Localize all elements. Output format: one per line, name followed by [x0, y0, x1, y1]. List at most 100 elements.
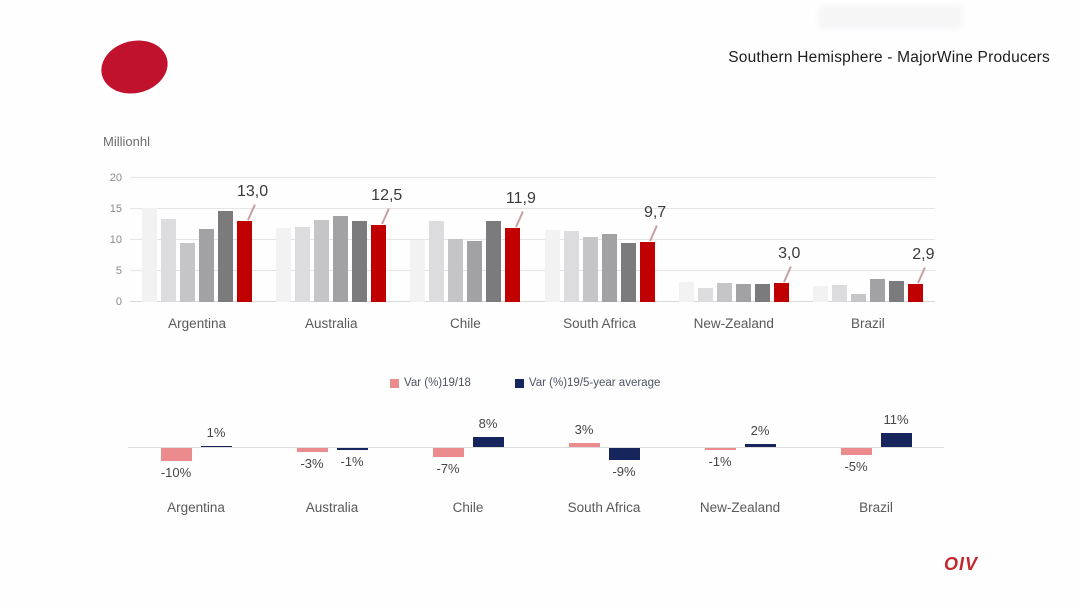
- category-label: Australia: [305, 500, 359, 515]
- bar: [505, 228, 521, 302]
- bar: [869, 279, 885, 302]
- red-bar-value-label: 2,9: [912, 246, 935, 264]
- category-label: New-Zealand: [693, 316, 774, 331]
- legend-label-var-19-5yr: Var (%)19/5-year average: [528, 377, 661, 389]
- y-axis-tick-label: 20: [109, 172, 122, 184]
- bar: [544, 230, 560, 302]
- legend-label-var-19-18: Var (%)19/18: [404, 377, 471, 389]
- bar: [716, 283, 732, 302]
- bar: [754, 284, 770, 302]
- variation-value-label: 8%: [478, 415, 498, 431]
- bar: [486, 220, 502, 302]
- variation-bar: [880, 432, 912, 447]
- bar: [678, 282, 694, 302]
- bar: [639, 241, 655, 302]
- variation-bar: [608, 448, 640, 460]
- variation-bar: [744, 444, 776, 447]
- category-label: Argentina: [167, 500, 225, 515]
- bar: [180, 243, 196, 302]
- y-axis-tick-label: 5: [115, 265, 122, 277]
- bar: [429, 220, 445, 302]
- bar: [467, 241, 483, 302]
- variation-value-label: 11%: [883, 411, 909, 427]
- variation-bar: [840, 448, 872, 455]
- gridline: [130, 239, 935, 240]
- slide-title: Southern Hemisphere - MajorWine Producer…: [728, 49, 1050, 66]
- variation-bar: [432, 448, 464, 458]
- variation-bar: [472, 436, 504, 447]
- category-label: Chile: [450, 316, 481, 331]
- variation-value-label: -9%: [612, 463, 636, 479]
- bar: [333, 215, 349, 302]
- variation-bar: [200, 445, 232, 447]
- bar: [850, 293, 866, 302]
- category-label: Argentina: [168, 316, 226, 331]
- category-label: Brazil: [851, 316, 885, 331]
- bar: [831, 285, 847, 302]
- zero-axis-line: [128, 447, 944, 448]
- red-bar-value-label: 12,5: [371, 186, 403, 204]
- category-label: Chile: [452, 500, 484, 515]
- callout-leader-line: [246, 204, 255, 221]
- variation-value-label: -3%: [300, 455, 324, 471]
- bar: [276, 228, 292, 302]
- gridline: [130, 270, 935, 271]
- gridline: [130, 177, 935, 178]
- oiv-footer-logo: OIV: [944, 554, 979, 574]
- bar: [199, 228, 215, 302]
- bar: [582, 236, 598, 302]
- bar: [735, 284, 751, 302]
- bar: [142, 207, 158, 302]
- variation-chart-legend: Var (%)19/18 Var (%)19/5-year average: [390, 377, 660, 389]
- variation-value-label: 2%: [750, 423, 770, 439]
- bar: [295, 226, 311, 302]
- bar: [371, 224, 387, 302]
- bar: [697, 287, 713, 302]
- red-bar-value-label: 9,7: [643, 203, 667, 221]
- variation-bar: [296, 448, 328, 452]
- y-axis-tick-label: 15: [109, 203, 122, 215]
- variation-bar: [160, 448, 192, 461]
- variation-value-label: -1%: [340, 453, 364, 469]
- watermark: [818, 5, 963, 29]
- bar: [888, 280, 904, 302]
- variation-value-label: -10%: [160, 465, 192, 480]
- legend-item-var-19-18: Var (%)19/18: [390, 377, 471, 389]
- category-label: Australia: [304, 316, 358, 331]
- bar: [601, 233, 617, 302]
- y-axis-tick-label: 10: [109, 234, 122, 246]
- variation-bar: [336, 448, 368, 450]
- variation-value-label: -1%: [708, 453, 732, 469]
- category-label: South Africa: [567, 500, 641, 515]
- bar: [410, 240, 426, 302]
- variation-value-label: -5%: [844, 458, 868, 474]
- variation-bar: [568, 443, 600, 447]
- legend-item-var-19-5yr: Var (%)19/5-year average: [514, 377, 661, 389]
- y-axis-tick-label: 0: [115, 296, 122, 308]
- production-bar-chart: 20 15 10 5 0 13,0 Argentina 12,5 Australia 11,9 Ch…: [110, 172, 935, 331]
- gridline: [130, 301, 935, 302]
- variation-value-label: -7%: [436, 461, 460, 477]
- bar: [563, 230, 579, 302]
- callout-leader-line: [380, 207, 390, 224]
- y-axis-unit-label: Millionhl: [103, 134, 150, 149]
- category-label: South Africa: [563, 316, 636, 331]
- bar: [352, 220, 368, 302]
- oiv-red-ellipse-logo: [95, 33, 174, 101]
- bar: [620, 243, 636, 302]
- variation-value-label: 1%: [206, 424, 226, 440]
- red-bar-value-label: 13,0: [237, 183, 269, 201]
- red-bar-value-label: 11,9: [505, 190, 536, 208]
- bar: [907, 284, 923, 302]
- red-bar-value-label: 3,0: [778, 245, 801, 263]
- variation-bar: [704, 448, 736, 450]
- pink-legend-swatch-icon: [390, 378, 399, 388]
- bar: [218, 211, 234, 302]
- callout-leader-line: [783, 266, 792, 283]
- variation-value-label: 3%: [574, 422, 594, 438]
- category-label: Brazil: [859, 500, 893, 515]
- gridline: [130, 208, 935, 209]
- navy-legend-swatch-icon: [514, 378, 524, 388]
- bar: [237, 221, 253, 302]
- bar: [314, 220, 330, 302]
